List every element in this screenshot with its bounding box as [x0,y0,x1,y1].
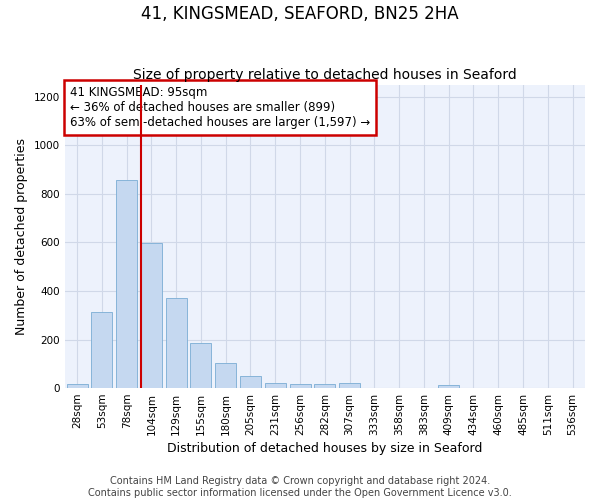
Bar [116,180,137,388]
Text: 41, KINGSMEAD, SEAFORD, BN25 2HA: 41, KINGSMEAD, SEAFORD, BN25 2HA [141,5,459,23]
Bar [290,384,311,388]
X-axis label: Distribution of detached houses by size in Seaford: Distribution of detached houses by size … [167,442,482,455]
Y-axis label: Number of detached properties: Number of detached properties [15,138,28,335]
Bar [265,382,286,388]
Bar [240,376,261,388]
Title: Size of property relative to detached houses in Seaford: Size of property relative to detached ho… [133,68,517,82]
Bar [190,343,211,388]
Bar [91,312,112,388]
Bar [166,298,187,388]
Bar [438,385,459,388]
Bar [215,362,236,388]
Text: Contains HM Land Registry data © Crown copyright and database right 2024.
Contai: Contains HM Land Registry data © Crown c… [88,476,512,498]
Bar [339,383,360,388]
Text: 41 KINGSMEAD: 95sqm
← 36% of detached houses are smaller (899)
63% of semi-detac: 41 KINGSMEAD: 95sqm ← 36% of detached ho… [70,86,370,129]
Bar [67,384,88,388]
Bar [141,243,162,388]
Bar [314,384,335,388]
